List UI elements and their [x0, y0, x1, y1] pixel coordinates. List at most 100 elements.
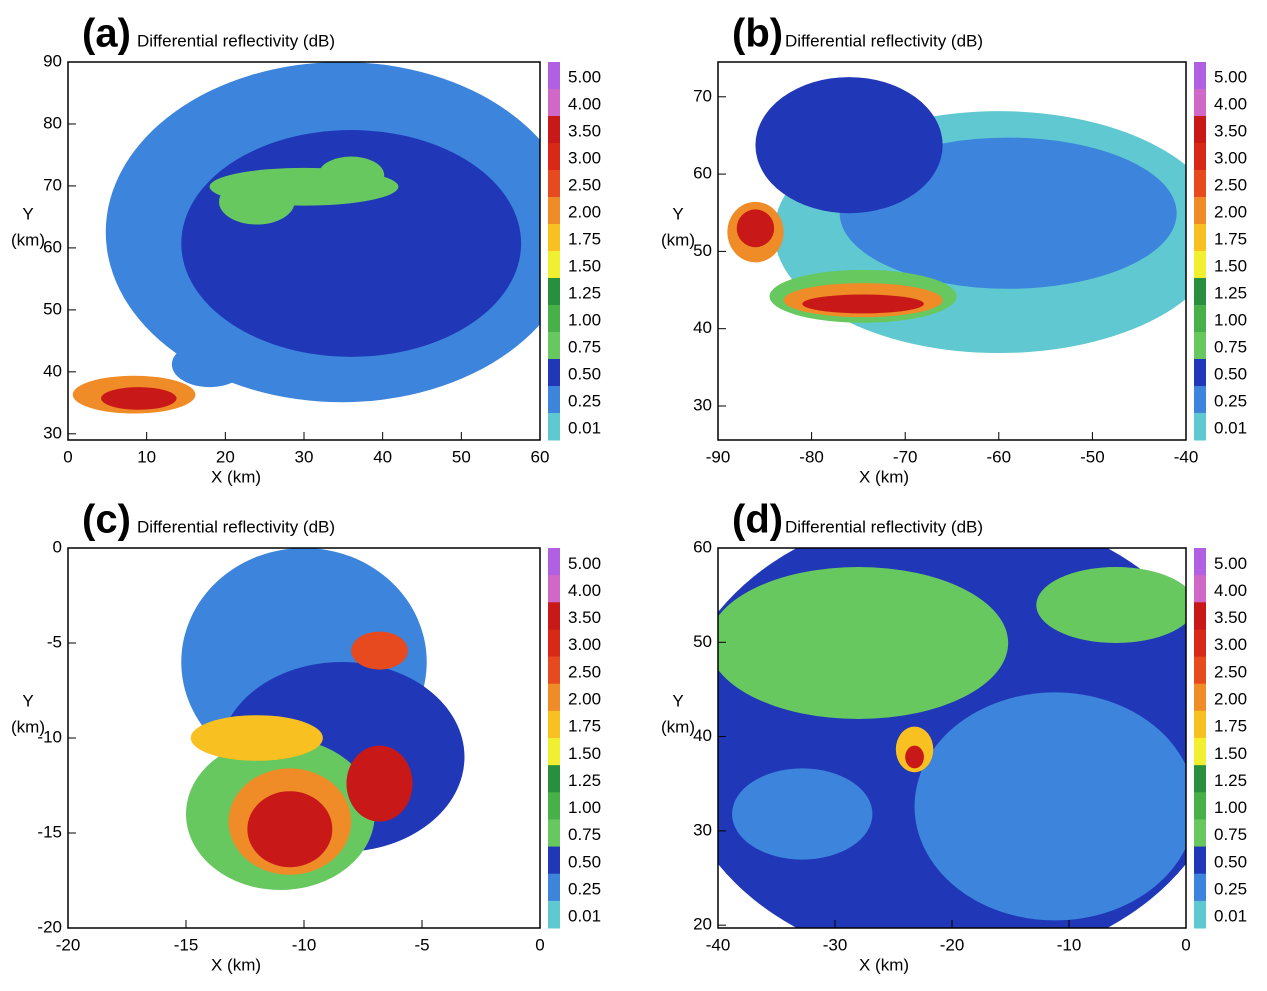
field-patch: [732, 768, 872, 859]
y-tick-label: 50: [693, 632, 712, 651]
field-patch: [905, 746, 924, 769]
colorbar-band: [1194, 792, 1206, 820]
field-patch: [219, 179, 295, 224]
colorbar-label: 1.25: [568, 284, 601, 303]
colorbar-label: 1.50: [568, 257, 601, 276]
colorbar-label: 3.00: [1214, 149, 1247, 168]
colorbar-band: [1194, 602, 1206, 630]
field-patch: [172, 342, 248, 387]
field: [727, 77, 1223, 353]
y-tick-label: 40: [693, 726, 712, 745]
colorbar-label: 5.00: [1214, 554, 1247, 573]
colorbar-label: 2.00: [568, 203, 601, 222]
panel-label: (a): [82, 12, 131, 56]
field-patch: [709, 567, 1009, 719]
x-tick-label: -20: [940, 935, 965, 954]
colorbar-label: 1.00: [568, 798, 601, 817]
colorbar-band: [1194, 251, 1206, 279]
colorbar-band: [548, 874, 560, 902]
chart-title: Differential reflectivity (dB): [137, 517, 335, 536]
colorbar-band: [1194, 224, 1206, 252]
field-patch: [191, 715, 323, 761]
colorbar-band: [1194, 413, 1206, 441]
colorbar-label: 5.00: [1214, 68, 1247, 87]
x-tick-label: 0: [535, 935, 544, 954]
colorbar-band: [548, 738, 560, 766]
y-tick-label: -15: [37, 822, 62, 841]
y-tick-label: 50: [43, 299, 62, 318]
field-patch: [802, 294, 924, 313]
y-tick-label: 60: [693, 164, 712, 183]
x-tick-label: 60: [531, 447, 550, 466]
colorbar-label: 2.00: [568, 689, 601, 708]
colorbar-band: [1194, 359, 1206, 387]
colorbar-band: [548, 332, 560, 360]
y-tick-label: 60: [693, 537, 712, 556]
colorbar-band: [1194, 874, 1206, 902]
x-tick-label: 10: [137, 447, 156, 466]
colorbar-label: 0.75: [1214, 825, 1247, 844]
x-tick-label: -90: [706, 447, 731, 466]
colorbar-label: 1.50: [568, 744, 601, 763]
colorbar-band: [548, 413, 560, 441]
colorbar-label: 3.50: [568, 608, 601, 627]
chart-title: Differential reflectivity (dB): [785, 31, 983, 50]
colorbar-band: [548, 116, 560, 144]
colorbar-band: [548, 602, 560, 630]
colorbar-band: [548, 89, 560, 117]
colorbar-label: 1.75: [1214, 717, 1247, 736]
x-tick-label: -60: [987, 447, 1012, 466]
colorbar-label: 4.00: [568, 581, 601, 600]
colorbar-band: [548, 819, 560, 847]
colorbar-label: 3.50: [1214, 122, 1247, 141]
colorbar-label: 0.75: [568, 825, 601, 844]
colorbar-band: [1194, 89, 1206, 117]
y-tick-label: 40: [693, 318, 712, 337]
y-tick-label: 40: [43, 361, 62, 380]
colorbar-label: 3.00: [568, 635, 601, 654]
colorbar-label: 3.50: [568, 122, 601, 141]
colorbar-band: [1194, 711, 1206, 739]
colorbar-label: 0.25: [568, 392, 601, 411]
colorbar-label: 1.25: [1214, 284, 1247, 303]
y-tick-label: -5: [47, 632, 62, 651]
colorbar-label: 1.50: [1214, 744, 1247, 763]
colorbar-band: [1194, 901, 1206, 929]
x-tick-label: 0: [1181, 935, 1190, 954]
colorbar-label: 2.50: [1214, 662, 1247, 681]
colorbar-label: 1.00: [1214, 798, 1247, 817]
colorbar-label: 2.50: [1214, 176, 1247, 195]
colorbar-band: [1194, 278, 1206, 306]
colorbar-band: [1194, 684, 1206, 712]
colorbar-band: [1194, 116, 1206, 144]
colorbar-label: 4.00: [568, 95, 601, 114]
colorbar-band: [1194, 170, 1206, 198]
panel-label: (c): [82, 498, 131, 542]
y-tick-label: 30: [693, 820, 712, 839]
colorbar-band: [548, 711, 560, 739]
colorbar-label: 3.00: [1214, 635, 1247, 654]
field-patch: [755, 77, 942, 213]
colorbar-label: 4.00: [1214, 95, 1247, 114]
colorbar-band: [548, 792, 560, 820]
x-tick-label: 0: [63, 447, 72, 466]
chart-title: Differential reflectivity (dB): [785, 517, 983, 536]
x-tick-label: -10: [1057, 935, 1082, 954]
colorbar-band: [548, 575, 560, 603]
colorbar-band: [548, 170, 560, 198]
colorbar-band: [548, 386, 560, 414]
x-tick-label: 50: [452, 447, 471, 466]
colorbar-label: 0.75: [568, 338, 601, 357]
colorbar-band: [548, 684, 560, 712]
colorbar-label: 2.00: [1214, 203, 1247, 222]
x-tick-label: 30: [295, 447, 314, 466]
colorbar-label: 5.00: [568, 68, 601, 87]
colorbar-band: [1194, 765, 1206, 793]
x-axis-label: X (km): [211, 955, 261, 974]
colorbar-band: [548, 629, 560, 657]
colorbar-band: [548, 278, 560, 306]
colorbar-band: [548, 143, 560, 171]
y-tick-label: 90: [43, 51, 62, 70]
colorbar-band: [1194, 738, 1206, 766]
y-axis-label: Y: [672, 691, 683, 710]
